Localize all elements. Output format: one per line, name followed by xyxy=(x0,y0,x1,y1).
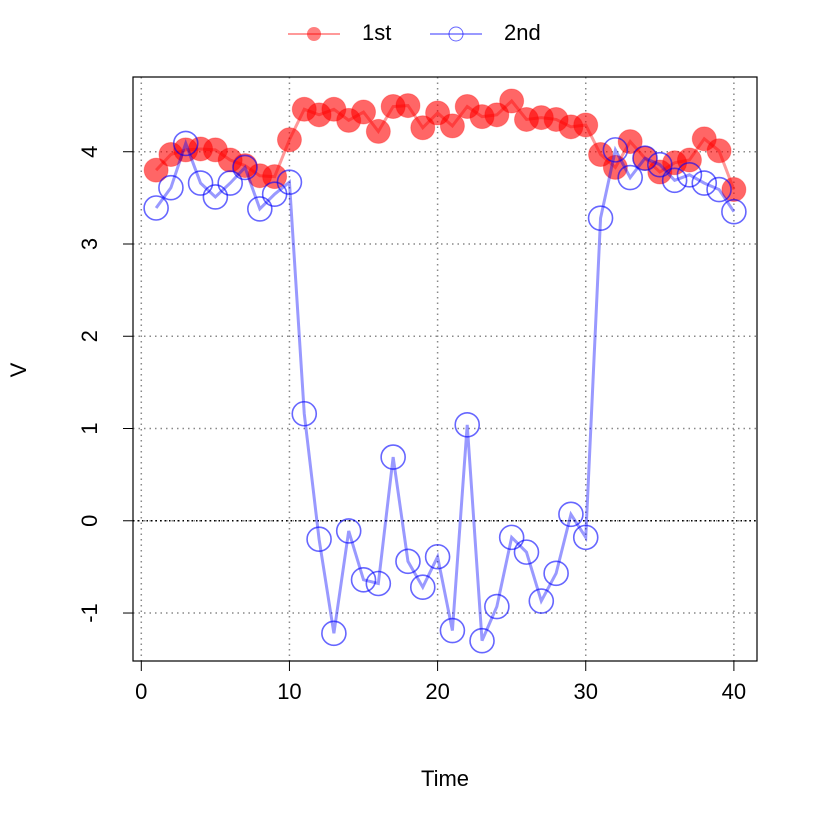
point xyxy=(409,574,436,600)
point xyxy=(632,145,658,171)
legend-label: 2nd xyxy=(504,20,541,45)
point xyxy=(558,501,584,528)
x-tick-label: 30 xyxy=(573,679,597,704)
point xyxy=(543,560,569,587)
point xyxy=(439,617,466,644)
point xyxy=(395,548,421,575)
point xyxy=(350,567,377,593)
point xyxy=(721,198,747,225)
point xyxy=(661,167,688,194)
legend-marker xyxy=(448,26,464,42)
point xyxy=(143,195,169,221)
point xyxy=(306,526,332,553)
point xyxy=(232,154,258,181)
point xyxy=(217,170,243,196)
y-tick-label: 1 xyxy=(77,422,102,434)
legend-marker xyxy=(307,27,321,41)
point xyxy=(291,400,318,427)
point xyxy=(365,570,392,597)
point xyxy=(276,127,302,153)
point xyxy=(676,161,703,188)
point xyxy=(484,593,510,620)
point xyxy=(691,170,718,196)
y-axis-label: V xyxy=(6,362,31,377)
point xyxy=(602,137,629,163)
point xyxy=(202,184,229,210)
point xyxy=(454,412,481,438)
point xyxy=(573,112,599,138)
point xyxy=(721,177,747,203)
y-tick-label: -1 xyxy=(77,603,102,623)
point xyxy=(143,157,169,183)
point xyxy=(410,115,436,141)
plot-frame xyxy=(132,76,758,662)
point xyxy=(276,169,303,195)
point xyxy=(247,196,273,222)
legend-label: 1st xyxy=(362,20,391,45)
point xyxy=(439,113,465,139)
point xyxy=(617,164,643,191)
point xyxy=(469,627,495,654)
y-tick-label: 2 xyxy=(77,330,102,342)
point xyxy=(572,524,599,551)
point xyxy=(498,524,525,551)
point xyxy=(513,539,540,565)
point xyxy=(158,174,184,201)
point xyxy=(706,138,732,164)
point xyxy=(676,147,702,173)
point xyxy=(351,99,377,125)
point xyxy=(602,154,628,180)
y-tick-label: 4 xyxy=(77,146,102,158)
point xyxy=(380,444,406,470)
point xyxy=(587,205,614,231)
point xyxy=(647,151,673,178)
y-tick-label: 0 xyxy=(77,515,102,527)
point xyxy=(335,518,362,544)
point xyxy=(528,588,555,614)
point xyxy=(321,620,347,647)
x-axis-label: Time xyxy=(421,766,469,791)
point xyxy=(172,130,199,157)
point xyxy=(424,543,451,570)
point xyxy=(262,164,288,190)
point xyxy=(187,170,214,196)
point xyxy=(395,93,421,119)
point xyxy=(706,176,732,203)
y-tick-label: 3 xyxy=(77,238,102,250)
x-tick-label: 20 xyxy=(425,679,449,704)
x-tick-label: 0 xyxy=(135,679,147,704)
x-tick-label: 10 xyxy=(277,679,301,704)
point xyxy=(499,88,525,114)
point xyxy=(365,118,391,144)
x-tick-label: 40 xyxy=(722,679,746,704)
point xyxy=(617,129,643,155)
